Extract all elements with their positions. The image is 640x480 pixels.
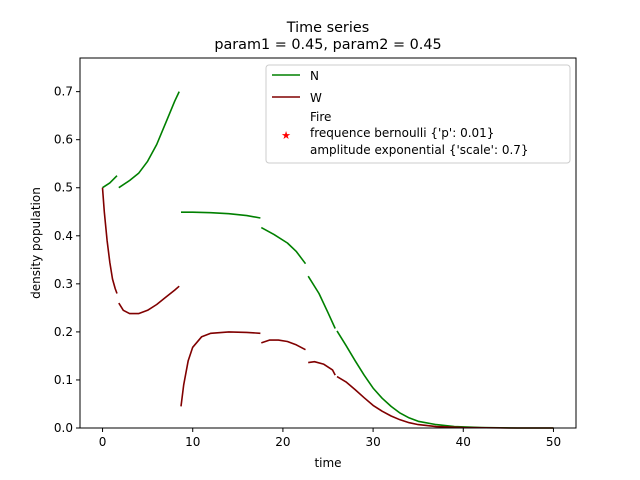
- y-tick-label: 0.0: [54, 421, 73, 435]
- y-tick-label: 0.7: [54, 85, 73, 99]
- y-tick-label: 0.3: [54, 277, 73, 291]
- series-w-segment: [180, 331, 261, 407]
- series-n-segment: [118, 91, 180, 189]
- legend: N W ★ Fire frequence bernoulli {'p': 0.0…: [265, 64, 571, 164]
- x-tick-label: 0: [99, 435, 107, 449]
- chart-subtitle: param1 = 0.45, param2 = 0.45: [214, 37, 441, 53]
- series-n-segment: [307, 275, 336, 329]
- x-tick-label: 50: [546, 435, 561, 449]
- series-w-segment: [261, 339, 306, 351]
- series-layer: [101, 91, 554, 429]
- x-tick-label: 30: [365, 435, 380, 449]
- y-tick-label: 0.4: [54, 229, 73, 243]
- legend-fire-star-icon: ★: [281, 129, 291, 142]
- y-axis-label: density population: [29, 187, 43, 299]
- x-tick-label: 10: [185, 435, 200, 449]
- legend-box: [265, 64, 571, 164]
- y-tick-label: 0.5: [54, 181, 73, 195]
- legend-w-label: W: [310, 91, 322, 105]
- series-w-segment: [118, 285, 180, 315]
- chart-title: Time series: [286, 20, 369, 36]
- plot-frame: [79, 57, 577, 429]
- series-w-segment: [101, 187, 118, 294]
- legend-fire-amplitude: amplitude exponential {'scale': 0.7}: [310, 143, 529, 157]
- y-tick-label: 0.6: [54, 133, 73, 147]
- series-n-segment: [260, 226, 307, 265]
- x-axis-label: time: [314, 456, 341, 470]
- series-w-segment: [308, 360, 336, 376]
- x-tick-label: 20: [275, 435, 290, 449]
- legend-fire-label: Fire: [310, 110, 331, 124]
- x-tick-label: 40: [456, 435, 471, 449]
- series-w-segment: [336, 375, 554, 429]
- axes-layer: 0 10 20 30 40 50 0.0 0.1 0.2 0.3 0.4 0.5 0.6 0.7: [54, 85, 561, 449]
- y-tick-label: 0.2: [54, 325, 73, 339]
- y-tick-label: 0.1: [54, 373, 73, 387]
- series-n-segment: [181, 211, 261, 219]
- legend-n-label: N: [310, 69, 319, 83]
- series-n-segment: [102, 175, 118, 189]
- legend-fire-frequency: frequence bernoulli {'p': 0.01}: [310, 126, 494, 140]
